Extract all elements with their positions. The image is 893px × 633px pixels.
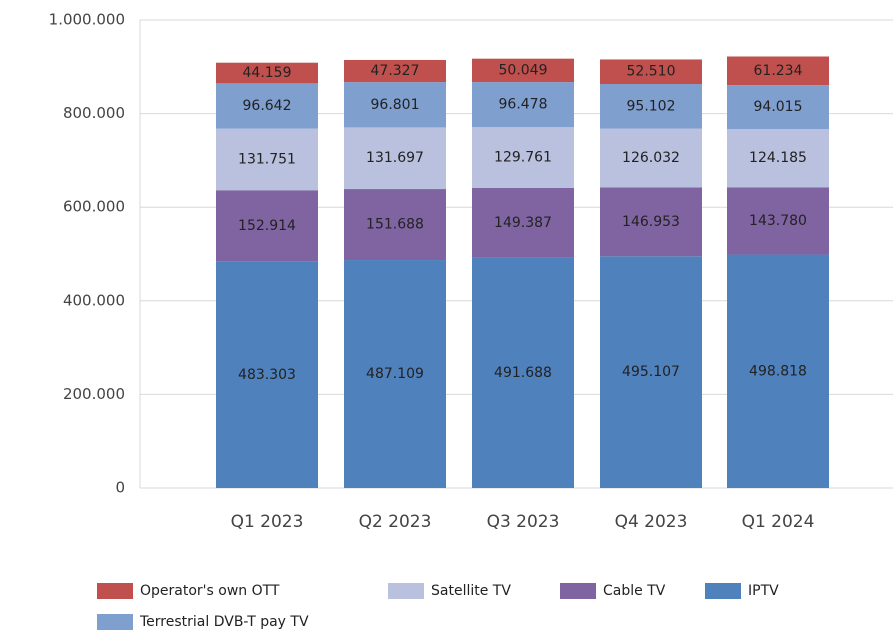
- data-label: 146.953: [622, 214, 680, 230]
- bar-segment: [472, 82, 574, 128]
- bar-segment: [727, 254, 829, 488]
- y-tick-label: 200.000: [63, 385, 125, 403]
- bar-segment: [600, 59, 702, 85]
- bar-segment: [216, 83, 318, 129]
- data-label: 61.234: [754, 63, 803, 79]
- bar-segment: [344, 59, 446, 83]
- bar-segment: [344, 127, 446, 190]
- bar-segment: [472, 127, 574, 188]
- legend-label: IPTV: [748, 583, 779, 599]
- data-label: 95.102: [627, 98, 676, 114]
- legend-swatch: [705, 583, 741, 599]
- data-label: 143.780: [749, 213, 807, 229]
- data-label: 487.109: [366, 366, 424, 382]
- legend-swatch: [560, 583, 596, 599]
- x-tick-label: Q1 2024: [742, 512, 815, 532]
- y-tick-label: 600.000: [63, 198, 125, 216]
- bar-segment: [344, 189, 446, 261]
- legend-swatch: [97, 583, 133, 599]
- data-label: 52.510: [627, 64, 676, 80]
- data-label: 149.387: [494, 215, 552, 231]
- data-label: 96.801: [371, 97, 420, 113]
- data-label: 131.697: [366, 150, 424, 166]
- legend-swatch: [97, 614, 133, 630]
- y-tick-label: 1.000.000: [49, 11, 125, 29]
- bar-segment: [727, 187, 829, 255]
- legend-label: Terrestrial DVB-T pay TV: [139, 614, 309, 630]
- bar-segment: [344, 82, 446, 128]
- bar-segment: [344, 260, 446, 488]
- legend-swatch: [388, 583, 424, 599]
- bar-segment: [216, 62, 318, 84]
- bar-segment: [472, 187, 574, 258]
- data-label: 47.327: [371, 63, 420, 79]
- y-tick-label: 0: [115, 479, 125, 497]
- bar-segment: [216, 190, 318, 262]
- bar-segment: [216, 128, 318, 191]
- bar-segment: [216, 261, 318, 488]
- x-tick-label: Q3 2023: [487, 512, 560, 532]
- bar-segment: [600, 128, 702, 188]
- legend-label: Satellite TV: [431, 583, 511, 599]
- bar-segment: [727, 56, 829, 86]
- bar-segment: [600, 187, 702, 257]
- bar-segment: [472, 257, 574, 488]
- x-tick-label: Q2 2023: [359, 512, 432, 532]
- bar-segment: [727, 85, 829, 130]
- data-label: 151.688: [366, 217, 424, 233]
- data-label: 96.478: [499, 97, 548, 113]
- data-label: 129.761: [494, 150, 552, 166]
- data-label: 498.818: [749, 363, 807, 379]
- data-label: 44.159: [243, 65, 292, 81]
- data-label: 491.688: [494, 365, 552, 381]
- bar-segment: [600, 256, 702, 488]
- bar-segment: [727, 129, 829, 188]
- y-tick-label: 800.000: [63, 104, 125, 122]
- data-label: 96.642: [243, 98, 292, 114]
- data-label: 50.049: [499, 62, 548, 78]
- data-label: 126.032: [622, 150, 680, 166]
- data-label: 152.914: [238, 218, 296, 234]
- data-label: 495.107: [622, 364, 680, 380]
- y-tick-label: 400.000: [63, 291, 125, 309]
- data-label: 94.015: [754, 99, 803, 115]
- data-label: 483.303: [238, 367, 296, 383]
- x-tick-label: Q4 2023: [615, 512, 688, 532]
- bar-segment: [600, 84, 702, 129]
- x-tick-label: Q1 2023: [231, 512, 304, 532]
- legend-label: Operator's own OTT: [140, 583, 280, 599]
- bar-segment: [472, 58, 574, 83]
- data-label: 131.751: [238, 151, 296, 167]
- data-label: 124.185: [749, 150, 807, 166]
- legend-label: Cable TV: [603, 583, 666, 599]
